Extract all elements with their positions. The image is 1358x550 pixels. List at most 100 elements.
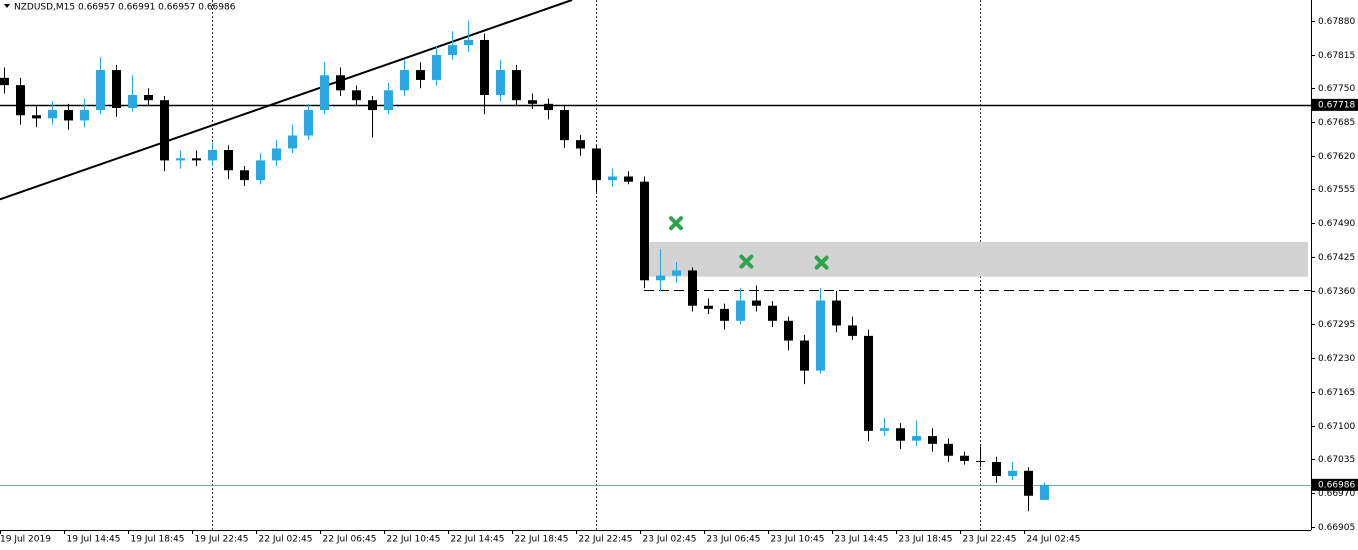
candle-body — [432, 55, 441, 80]
price-label-box — [1312, 478, 1358, 491]
candle-body — [80, 110, 89, 121]
y-tick-label: 0.67685 — [1318, 118, 1355, 128]
candle-body — [800, 340, 809, 371]
y-tick-label: 0.67100 — [1318, 422, 1355, 432]
y-tick-label: 0.67750 — [1318, 84, 1355, 94]
y-tick-label: 0.66970 — [1318, 489, 1355, 499]
candle-body — [1008, 470, 1017, 477]
candle-body — [272, 148, 281, 161]
candle-body — [720, 308, 729, 321]
candle-body — [784, 320, 793, 341]
x-tick-label: 19 Jul 14:45 — [67, 535, 121, 545]
candle-body — [736, 300, 745, 321]
menu-arrow[interactable] — [4, 4, 10, 8]
candle-body — [560, 110, 569, 141]
candle-body — [928, 436, 937, 444]
candle-body — [512, 70, 521, 101]
supply-zone — [644, 241, 1308, 277]
candle-body — [400, 70, 409, 91]
candle-body — [112, 70, 121, 108]
x-tick-label: 23 Jul 06:45 — [707, 535, 761, 545]
candle-body — [224, 150, 233, 171]
x-tick-label: 23 Jul 18:45 — [899, 535, 953, 545]
candle-body — [16, 85, 25, 116]
candle-body — [192, 158, 201, 161]
candle-body — [528, 100, 537, 104]
candle-body — [592, 148, 601, 181]
candle-body — [336, 75, 345, 91]
candle-body — [32, 115, 41, 119]
candle-body — [160, 100, 169, 161]
candle-body — [608, 176, 617, 181]
x-tick-label: 19 Jul 2019 — [0, 535, 51, 545]
candle-body — [96, 70, 105, 111]
chart-title: NZDUSD,M15 0.66957 0.66991 0.66957 0.669… — [14, 3, 236, 13]
y-tick-label: 0.67295 — [1318, 320, 1355, 330]
plot-area — [0, 0, 1311, 530]
candle-body — [416, 70, 425, 80]
candle-body — [0, 77, 9, 86]
y-tick-label: 0.67620 — [1318, 152, 1355, 162]
candle-body — [944, 443, 953, 456]
trendline — [0, 0, 573, 201]
price-label: 0.66986 — [1318, 480, 1355, 490]
y-tick-label: 0.67880 — [1318, 17, 1355, 27]
y-tick-label: 0.67360 — [1318, 287, 1355, 297]
x-tick-label: 23 Jul 22:45 — [963, 535, 1017, 545]
candle-body — [1024, 470, 1033, 496]
candle-body — [256, 160, 265, 181]
candle-body — [64, 110, 73, 121]
marker-x — [669, 216, 683, 231]
x-tick-label: 23 Jul 14:45 — [835, 535, 889, 545]
candle-body — [896, 428, 905, 441]
y-tick-label: 0.67230 — [1318, 354, 1355, 364]
y-tick-label: 0.67490 — [1318, 219, 1355, 229]
candle-body — [976, 460, 985, 462]
x-tick-label: 22 Jul 18:45 — [515, 535, 569, 545]
y-tick-label: 0.67555 — [1318, 185, 1355, 195]
x-tick-label: 22 Jul 14:45 — [451, 535, 505, 545]
candle-body — [496, 70, 505, 95]
y-tick-label: 0.67165 — [1318, 388, 1355, 398]
y-tick-label: 0.67035 — [1318, 455, 1355, 465]
y-tick-label: 0.67425 — [1318, 253, 1355, 263]
x-tick-label: 22 Jul 10:45 — [387, 535, 441, 545]
candle-body — [1040, 484, 1049, 500]
candle-body — [448, 45, 457, 56]
candle-body — [624, 176, 633, 182]
candle-body — [912, 436, 921, 441]
candle-body — [144, 94, 153, 101]
candle-body — [480, 39, 489, 95]
candle-body — [816, 300, 825, 371]
candle-body — [880, 428, 889, 431]
x-tick-label: 19 Jul 18:45 — [131, 535, 185, 545]
candle-body — [656, 275, 665, 281]
candle-body — [640, 181, 649, 281]
candle-body — [672, 270, 681, 276]
price-label-box — [1312, 98, 1358, 111]
price-label: 0.67718 — [1318, 100, 1355, 110]
candle-body — [368, 100, 377, 111]
candle-body — [240, 170, 249, 181]
candle-body — [576, 140, 585, 149]
y-tick-label: 0.66905 — [1318, 523, 1355, 533]
x-tick-label: 24 Jul 02:45 — [1027, 535, 1081, 545]
marker-x — [814, 255, 829, 270]
y-tick-label: 0.67815 — [1318, 51, 1355, 61]
candle-body — [848, 325, 857, 336]
candle-body — [464, 39, 473, 46]
x-tick-label: 22 Jul 22:45 — [579, 535, 633, 545]
candle-body — [960, 455, 969, 461]
candle-body — [128, 94, 137, 108]
candle-body — [208, 150, 217, 161]
candle-body — [864, 335, 873, 431]
x-tick-label: 23 Jul 02:45 — [643, 535, 697, 545]
candle-body — [992, 461, 1001, 477]
candle-body — [176, 158, 185, 161]
candle-body — [752, 300, 761, 306]
candle-body — [768, 305, 777, 321]
candle-body — [288, 135, 297, 149]
candle-body — [544, 103, 553, 111]
x-tick-label: 22 Jul 06:45 — [323, 535, 377, 545]
